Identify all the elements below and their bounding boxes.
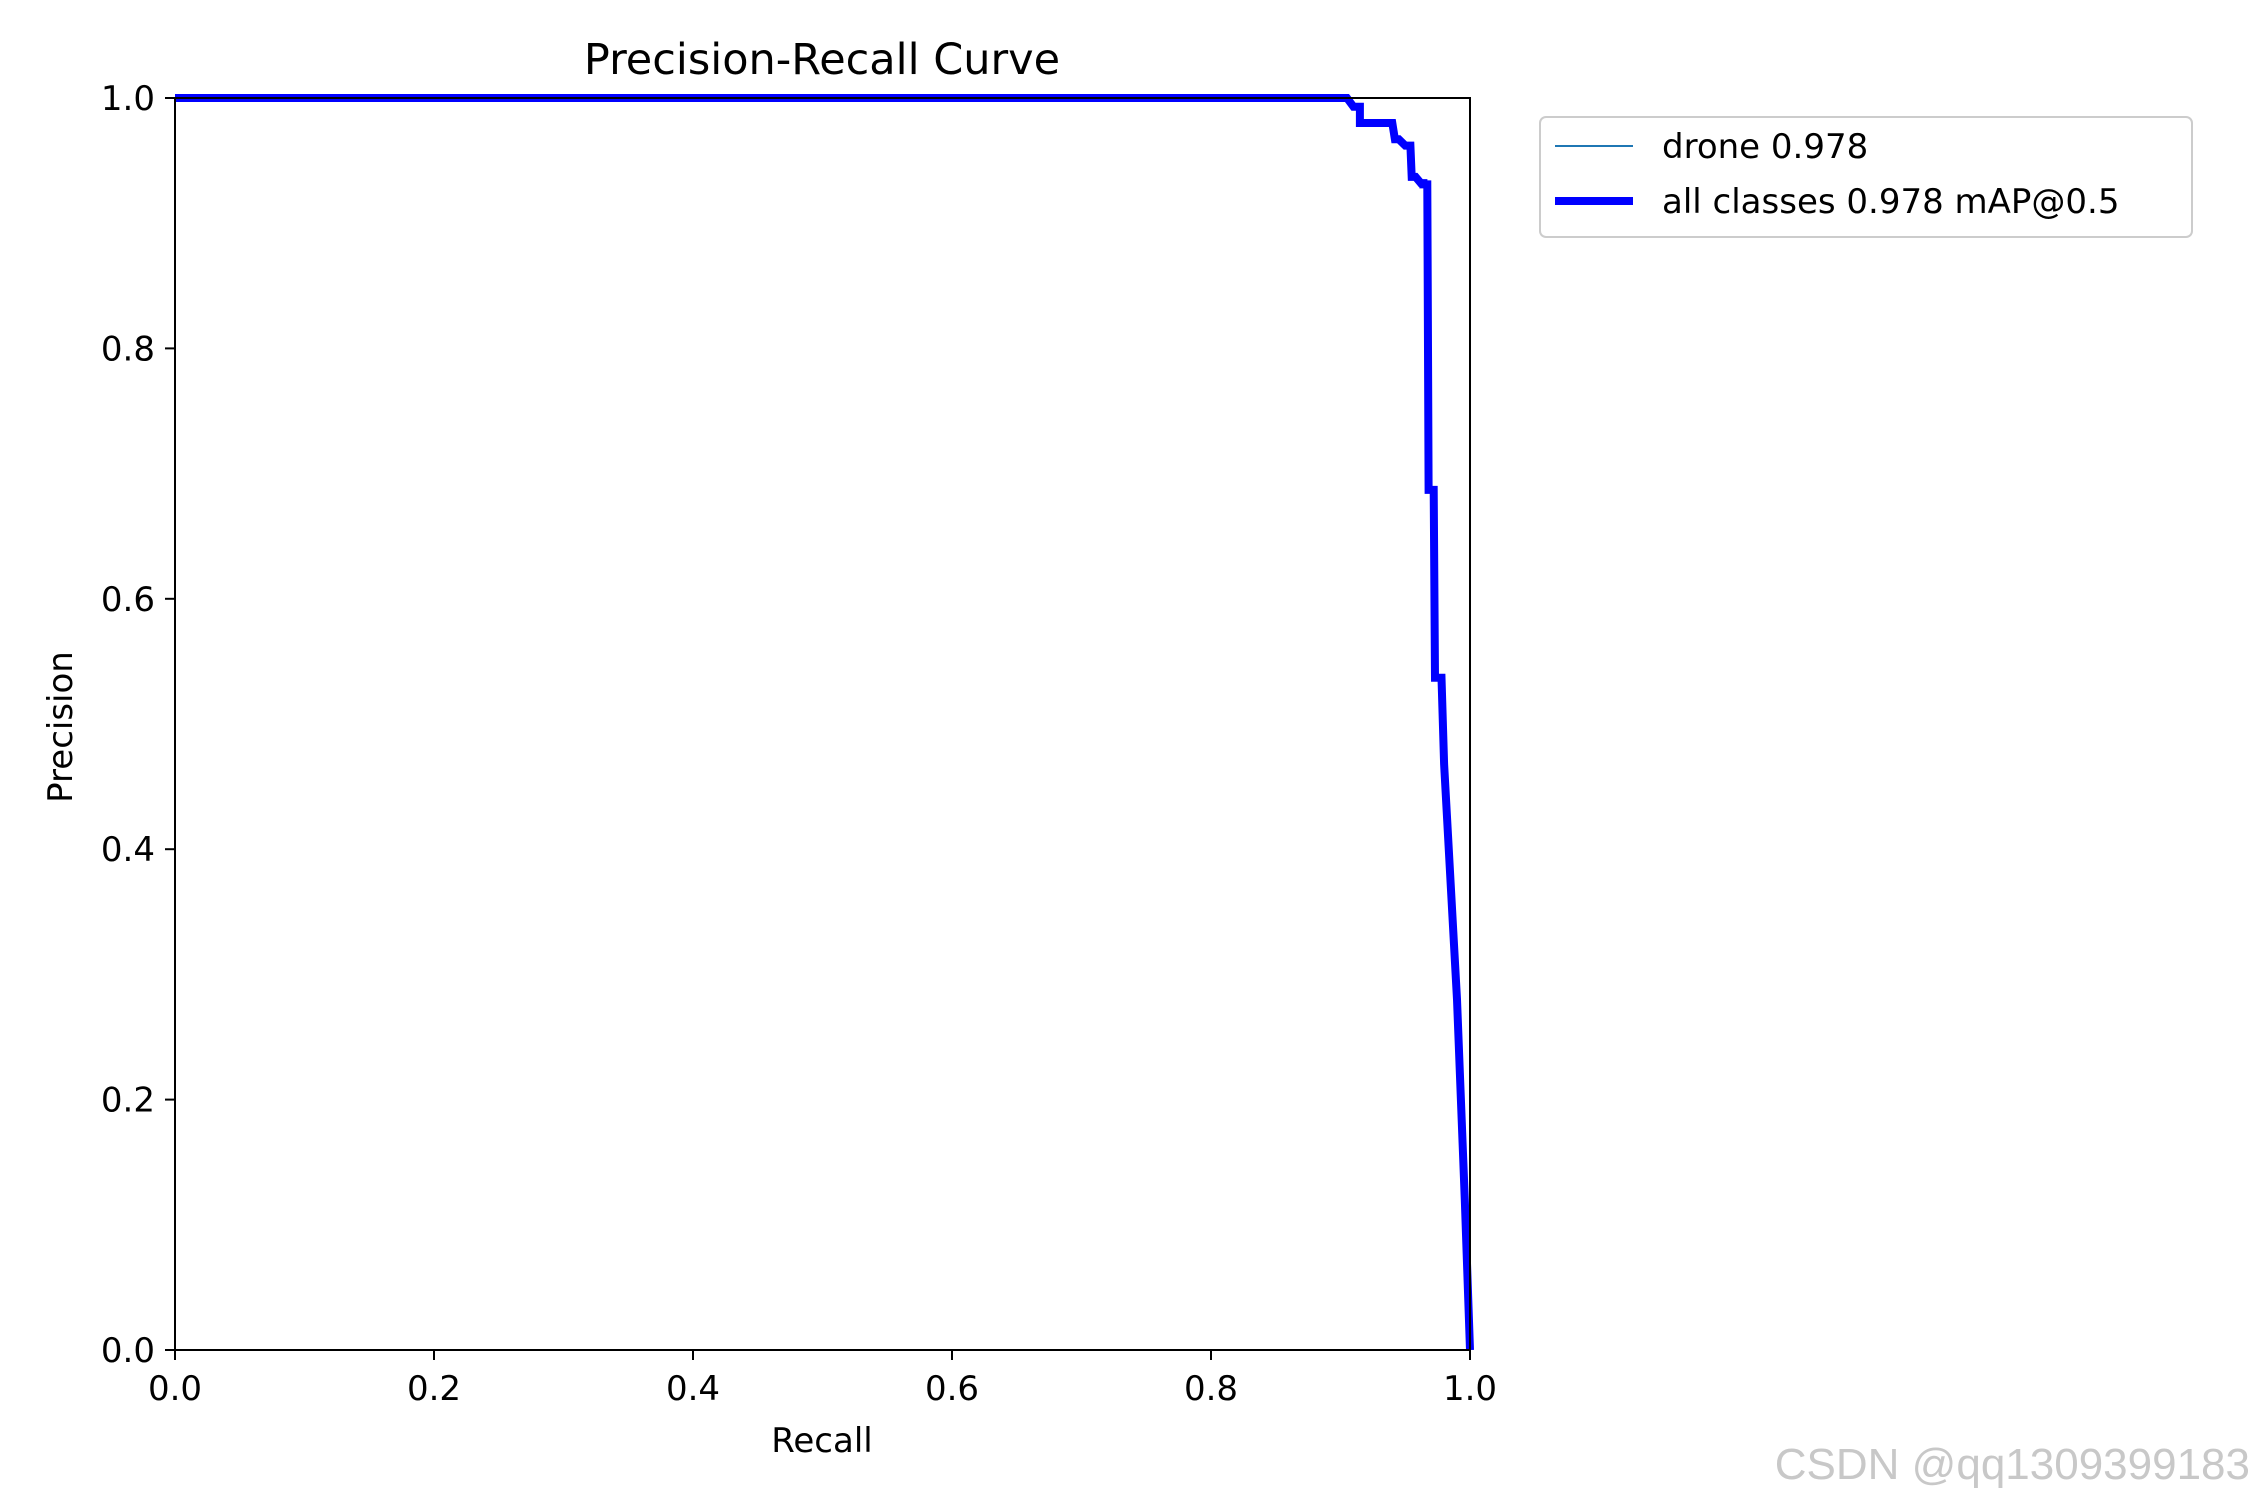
legend: drone 0.978 all classes 0.978 mAP@0.5 bbox=[1539, 116, 2193, 238]
y-tick-label: 0.6 bbox=[101, 580, 155, 620]
x-tick-label: 0.8 bbox=[1184, 1369, 1238, 1409]
legend-frame bbox=[1539, 116, 2193, 238]
watermark-text: CSDN @qq1309399183 bbox=[1774, 1440, 2250, 1489]
chart-title: Precision-Recall Curve bbox=[584, 35, 1060, 85]
x-axis-label: Recall bbox=[771, 1421, 872, 1461]
x-tick-label: 0.2 bbox=[407, 1369, 461, 1409]
y-tick-label: 0.0 bbox=[101, 1331, 155, 1371]
y-axis-label: Precision bbox=[41, 651, 81, 803]
legend-label-drone: drone 0.978 bbox=[1662, 127, 1868, 167]
series-line-all-classes bbox=[175, 94, 1474, 1351]
x-tick-label: 1.0 bbox=[1443, 1369, 1497, 1409]
y-tick-label: 0.4 bbox=[101, 830, 155, 870]
x-tick-label: 0.0 bbox=[148, 1369, 202, 1409]
y-tick-label: 0.8 bbox=[101, 329, 155, 369]
x-tick-label: 0.4 bbox=[666, 1369, 720, 1409]
series-line-drone bbox=[175, 97, 1471, 1351]
axes-frame bbox=[174, 97, 1471, 1351]
y-tick-label: 1.0 bbox=[101, 79, 155, 119]
y-tick-label: 0.2 bbox=[101, 1081, 155, 1121]
x-tick-label: 0.6 bbox=[925, 1369, 979, 1409]
plot-area: 0.0 0.2 0.4 0.6 0.8 1.0 0.0 0.2 0.4 0.6 0.8 1.0 bbox=[101, 79, 1497, 1409]
legend-label-all-classes: all classes 0.978 mAP@0.5 bbox=[1662, 182, 2119, 222]
